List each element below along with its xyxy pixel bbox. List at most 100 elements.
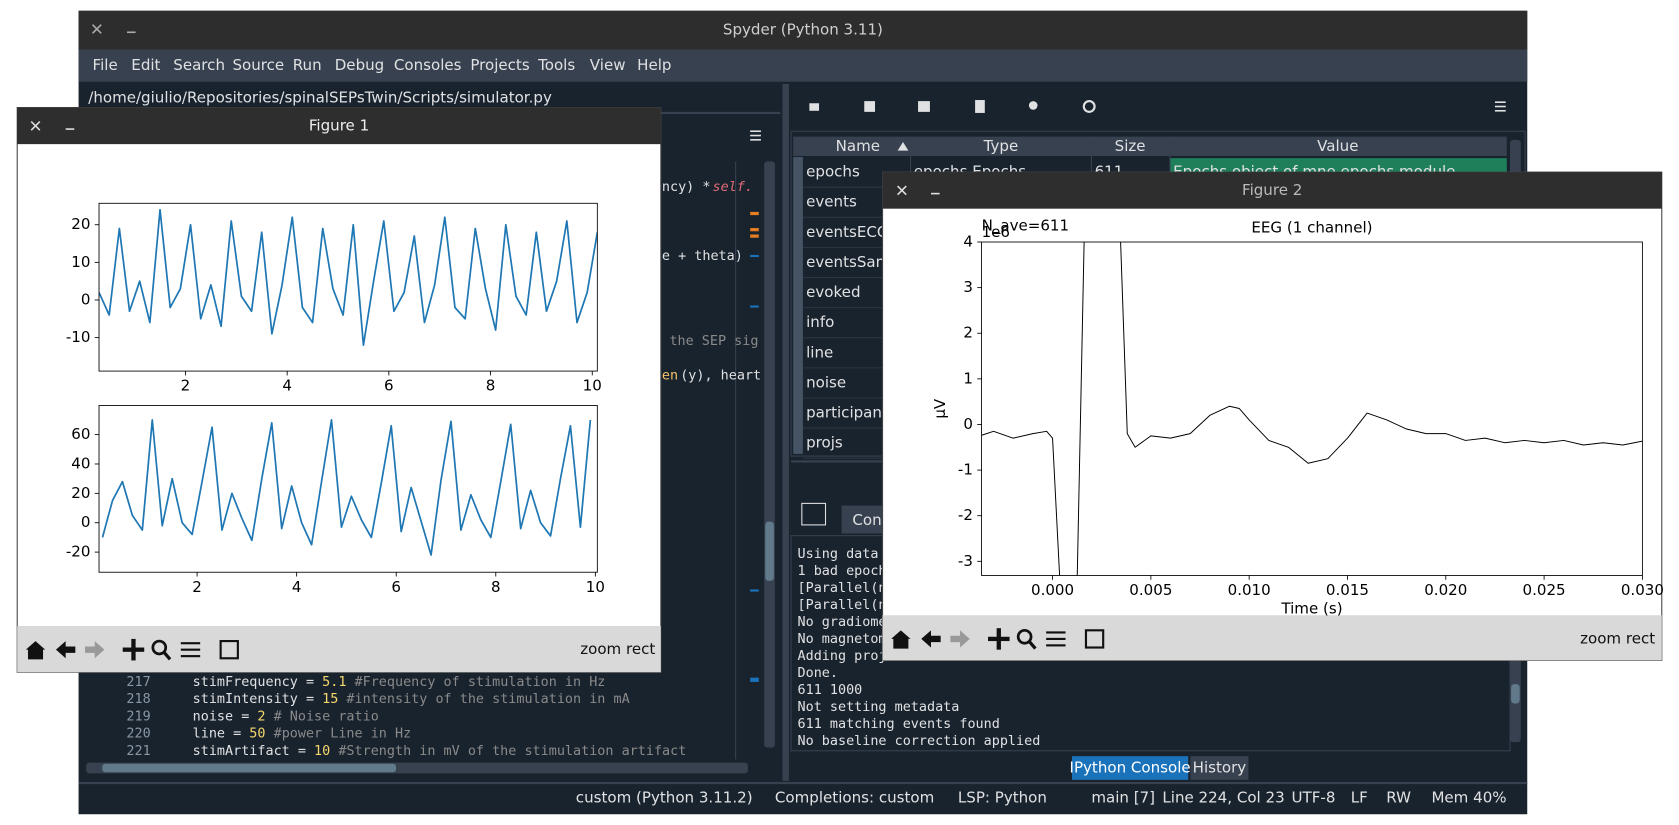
tab-label[interactable]: IPython Console <box>1070 758 1191 776</box>
code-token: 2 <box>257 709 265 724</box>
y-tick-label: 20 <box>71 215 90 233</box>
x-tick-label: 6 <box>384 377 394 395</box>
tab-active[interactable] <box>1071 756 1189 780</box>
axes-frame <box>98 405 598 573</box>
y-tick-label: 4 <box>963 233 973 251</box>
console-line: 611 matching events found <box>798 717 1000 732</box>
status-item: Line 224, Col 23 <box>1162 789 1284 807</box>
status-item: main [7] <box>1091 789 1155 807</box>
series-line <box>981 242 1643 576</box>
cell: line <box>806 343 833 361</box>
y-tick-label: -3 <box>958 552 973 570</box>
column-header[interactable]: Name <box>836 137 880 155</box>
editor-menu-button[interactable] <box>750 130 761 141</box>
code-token: #intensity of the stimulation in mA <box>338 692 629 707</box>
code-fragment: en <box>662 368 678 383</box>
explorer-tools[interactable] <box>809 100 1096 113</box>
tab[interactable] <box>1190 756 1249 780</box>
x-tick-label: 0.015 <box>1326 581 1369 599</box>
chart-title: EEG (1 channel) <box>1251 219 1372 237</box>
explorer-menu-button[interactable] <box>1494 101 1506 112</box>
menu-item[interactable]: Edit <box>131 56 160 74</box>
code-token: noise = <box>193 709 258 724</box>
x-tick-label: 0.000 <box>1031 581 1074 599</box>
status-item: Mem 40% <box>1431 789 1506 807</box>
y-axis-label: µV <box>931 398 949 419</box>
console-line: 1 bad epochs <box>798 564 895 579</box>
x-tick-label: 2 <box>181 377 191 395</box>
x-tick-label: 8 <box>491 578 501 596</box>
x-axis-label: Time (s) <box>1280 599 1342 617</box>
series-line <box>101 419 592 556</box>
column-header[interactable]: Type <box>983 137 1019 155</box>
window-buttons[interactable] <box>897 185 940 196</box>
menubar <box>78 49 1528 82</box>
code-fragment: the SEP sig <box>669 334 758 349</box>
x-tick-label: 0.030 <box>1621 581 1664 599</box>
menu-item[interactable]: Search <box>173 56 225 74</box>
console-tab-label[interactable]: Cons <box>852 511 889 529</box>
x-tick-label: 0.005 <box>1129 581 1172 599</box>
y-tick-label: 2 <box>963 324 973 342</box>
menu-item[interactable]: File <box>93 56 118 74</box>
code-line: line = 50 #power Line in Hz <box>193 727 412 742</box>
cell: epochs <box>806 163 860 181</box>
sort-indicator <box>897 141 909 151</box>
console-scroll-thumb[interactable] <box>1511 684 1520 704</box>
y-tick-label: 0 <box>81 513 91 531</box>
editor-vscroll-thumb[interactable] <box>765 521 774 581</box>
code-token: stimFrequency = <box>193 675 322 690</box>
menu-item[interactable]: Debug <box>335 56 384 74</box>
x-tick-label: 4 <box>282 377 292 395</box>
menu-item[interactable]: Help <box>637 56 671 74</box>
figure-1-window: Figure 1 zoom rect 2 4 6 8 10 -10 0 10 20 2 4 6 8 10 -20… <box>16 107 662 673</box>
toolbar-buttons[interactable] <box>25 638 239 661</box>
menu-item[interactable]: Consoles <box>394 56 462 74</box>
cell: evoked <box>806 283 860 301</box>
toolbar-mode: zoom rect <box>1580 629 1655 647</box>
code-line: stimFrequency = 5.1 #Frequency of stimul… <box>193 675 606 690</box>
line-number: 220 <box>126 727 150 742</box>
line-number: 217 <box>126 675 150 690</box>
window-buttons[interactable] <box>30 120 75 131</box>
y-tick-label: -2 <box>958 506 973 524</box>
menu-item[interactable]: Tools <box>537 56 575 74</box>
menu-item[interactable]: Run <box>293 56 322 74</box>
line-number: 219 <box>126 709 150 724</box>
figure-2-window: Figure 2 zoom rect 0.000 0.005 0.010 0.015 0.0… <box>882 171 1664 661</box>
cell: projs <box>806 434 843 452</box>
marker <box>750 677 759 682</box>
cell: info <box>806 313 834 331</box>
column-header[interactable]: Value <box>1317 137 1358 155</box>
menu-item[interactable]: Projects <box>470 56 529 74</box>
code-fragment: e + theta) <box>662 249 743 264</box>
series-line <box>99 208 598 346</box>
table-header <box>793 136 1507 156</box>
console-tab-icon[interactable] <box>801 502 827 526</box>
tab-label[interactable]: History <box>1193 758 1247 776</box>
column-header[interactable]: Size <box>1115 137 1146 155</box>
window-title: Figure 2 <box>1242 181 1302 199</box>
menu-item[interactable]: View <box>590 56 626 74</box>
menu-item[interactable]: Source <box>232 56 284 74</box>
y-tick-label: 1 <box>963 369 973 387</box>
toolbar-buttons[interactable] <box>891 628 1105 650</box>
x-tick-label: 8 <box>486 377 496 395</box>
cell: eventsSampl <box>806 253 904 271</box>
code-token: #power Line in Hz <box>266 727 412 742</box>
marker <box>750 254 759 258</box>
y-tick-label: 0 <box>963 415 973 433</box>
editor-hscroll-thumb[interactable] <box>102 763 397 773</box>
toolbar <box>882 615 1662 661</box>
code-token: #Frequency of stimulation in Hz <box>346 675 605 690</box>
explorer-toolbar <box>791 83 1526 127</box>
console-line: No gradiomet <box>798 615 895 630</box>
annotation: N_ave=611 <box>982 216 1070 235</box>
editor-vscroll[interactable] <box>764 161 775 748</box>
axes-frame <box>98 202 598 372</box>
console-line: Using data f <box>798 547 895 562</box>
y-tick-label: 3 <box>963 278 973 296</box>
y-tick-label: 40 <box>71 454 90 472</box>
window-title: Figure 1 <box>309 116 369 134</box>
window-buttons[interactable] <box>91 24 136 34</box>
